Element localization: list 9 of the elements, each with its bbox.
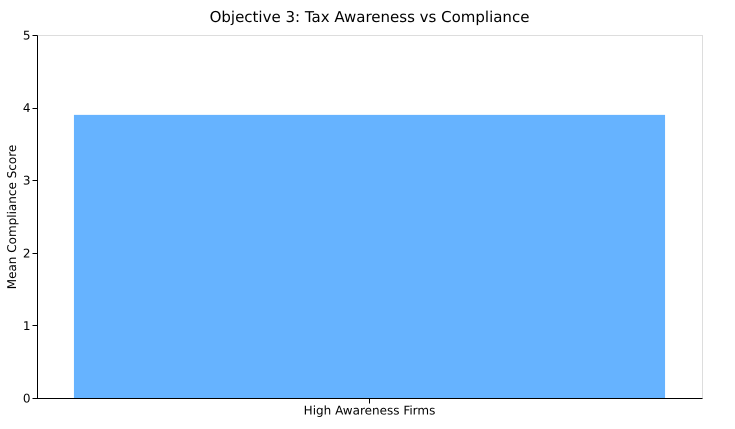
y-tick-label: 0 — [22, 392, 30, 406]
chart-title: Objective 3: Tax Awareness vs Compliance — [210, 8, 530, 26]
y-axis-title: Mean Compliance Score — [4, 144, 19, 290]
y-tick-label: 2 — [22, 246, 30, 260]
y-tick-label: 5 — [22, 28, 30, 42]
y-tick-label: 3 — [22, 174, 30, 188]
y-tick-label: 4 — [22, 101, 30, 116]
y-tick-label: 1 — [22, 318, 30, 333]
x-tick-label: High Awareness Firms — [304, 404, 436, 418]
